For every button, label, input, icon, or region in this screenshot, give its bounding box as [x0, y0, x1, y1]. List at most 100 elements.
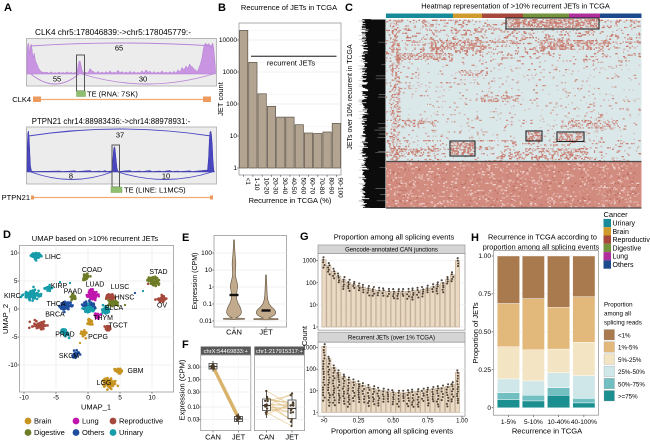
svg-text:0.75: 0.75 — [422, 419, 434, 425]
svg-text:OV: OV — [157, 303, 167, 310]
svg-text:C: C — [345, 2, 353, 14]
svg-text:Recurrence of JETs in TCGA: Recurrence of JETs in TCGA — [241, 3, 337, 12]
svg-text:<1%: <1% — [618, 333, 631, 340]
svg-text:1: 1 — [313, 325, 317, 331]
svg-text:-10: -10 — [8, 362, 18, 369]
svg-text:E: E — [182, 232, 189, 244]
svg-text:Reproductive: Reproductive — [119, 417, 163, 426]
svg-text:0: 0 — [14, 306, 18, 313]
svg-text:90-100: 90-100 — [337, 178, 344, 199]
svg-text:CLK4 chr5:178046839:->chr5:178: CLK4 chr5:178046839:->chr5:178045779:- — [35, 28, 191, 37]
svg-text:STAD: STAD — [149, 269, 167, 276]
svg-text:Recurrence in TCGA: Recurrence in TCGA — [512, 426, 583, 435]
svg-text:JET: JET — [232, 433, 246, 442]
svg-text:H: H — [471, 232, 479, 244]
svg-text:Count: Count — [300, 325, 309, 346]
svg-text:PAAD: PAAD — [64, 288, 83, 295]
svg-text:10000: 10000 — [219, 37, 237, 44]
svg-text:0.10: 0.10 — [187, 404, 200, 411]
svg-text:60-70: 60-70 — [309, 178, 316, 195]
svg-text:1%-5%: 1%-5% — [618, 345, 638, 352]
svg-text:BRCA: BRCA — [45, 312, 65, 319]
svg-text:Digestive: Digestive — [613, 245, 642, 252]
svg-text:65: 65 — [115, 44, 123, 53]
svg-text:PTPN21 chr14:88983436:->chr14:: PTPN21 chr14:88983436:->chr14:88978931:- — [32, 117, 191, 126]
svg-text:10: 10 — [10, 250, 18, 257]
svg-text:THCA: THCA — [46, 301, 65, 308]
svg-text:HNSC: HNSC — [115, 295, 135, 302]
svg-text:F: F — [182, 339, 189, 351]
svg-text:Recurrent JETs (over 1% TCGA): Recurrent JETs (over 1% TCGA) — [348, 336, 435, 342]
svg-text:30-40: 30-40 — [281, 178, 288, 195]
svg-text:0.1: 0.1 — [203, 301, 212, 308]
svg-text:10-40%: 10-40% — [547, 419, 570, 426]
svg-text:TE (RNA: 7SK): TE (RNA: 7SK) — [87, 90, 138, 99]
svg-text:0.01: 0.01 — [199, 318, 212, 325]
svg-text:JET: JET — [259, 328, 273, 337]
svg-text:1000: 1000 — [303, 346, 317, 352]
svg-text:JETs over 10% recurrent in TCG: JETs over 10% recurrent in TCGA — [347, 44, 354, 150]
svg-text:CAN: CAN — [226, 328, 242, 337]
svg-text:1.00: 1.00 — [187, 377, 200, 384]
svg-text:TGCT: TGCT — [108, 323, 128, 330]
svg-text:PCPG: PCPG — [88, 334, 108, 341]
svg-text:1-5%: 1-5% — [501, 419, 516, 426]
svg-text:50-60: 50-60 — [300, 178, 307, 195]
svg-text:Reproductive: Reproductive — [613, 237, 650, 244]
svg-text:10-20: 10-20 — [262, 178, 269, 195]
svg-text:5: 5 — [14, 278, 18, 285]
svg-text:Proportion among all splicing: Proportion among all splicing events — [334, 233, 455, 242]
svg-text:Urinary: Urinary — [613, 221, 636, 228]
svg-text:Gencode-annotated CAN junction: Gencode-annotated CAN junctions — [345, 247, 438, 253]
svg-text:1.00: 1.00 — [456, 419, 468, 425]
svg-text:CAN: CAN — [205, 433, 221, 442]
svg-text:Digestive: Digestive — [34, 428, 65, 437]
svg-text:Proportion of JETs: Proportion of JETs — [471, 302, 480, 364]
svg-text:1000: 1000 — [303, 259, 317, 265]
svg-text:1000: 1000 — [223, 69, 238, 76]
svg-text:CLK4: CLK4 — [12, 95, 31, 104]
svg-text:37: 37 — [116, 131, 124, 140]
svg-text:Proportion among all splicing: Proportion among all splicing events — [331, 427, 453, 436]
svg-text:40-100%: 40-100% — [571, 419, 597, 426]
svg-text:-10: -10 — [19, 395, 29, 402]
svg-text:Brain: Brain — [34, 417, 52, 426]
svg-text:10: 10 — [309, 303, 316, 309]
svg-text:Proportion: Proportion — [604, 302, 633, 309]
svg-text:chrX:54469833:+: chrX:54469833:+ — [204, 349, 249, 355]
svg-text:D: D — [3, 229, 11, 241]
svg-text:B: B — [218, 2, 226, 14]
svg-text:0.50: 0.50 — [387, 419, 399, 425]
svg-text:100: 100 — [226, 101, 237, 108]
svg-text:BLCA: BLCA — [105, 305, 124, 312]
svg-text:Others: Others — [82, 428, 105, 437]
svg-text:Lung: Lung — [613, 254, 629, 261]
svg-text:5: 5 — [118, 395, 122, 402]
svg-text:100: 100 — [306, 281, 317, 287]
svg-text:0: 0 — [487, 405, 491, 412]
svg-text:COAD: COAD — [82, 267, 102, 274]
svg-text:splicing reads: splicing reads — [604, 320, 642, 327]
svg-text:UMAP_1: UMAP_1 — [81, 403, 111, 412]
svg-text:0.75: 0.75 — [478, 291, 491, 298]
svg-text:0.50: 0.50 — [478, 329, 491, 336]
svg-text:SKCM: SKCM — [59, 353, 79, 360]
svg-text:0: 0 — [86, 395, 90, 402]
svg-text:0.25: 0.25 — [478, 367, 491, 374]
svg-text:JET count: JET count — [216, 81, 225, 116]
svg-text:LUAD: LUAD — [86, 282, 105, 289]
svg-text:3.00: 3.00 — [187, 364, 200, 371]
svg-text:Brain: Brain — [613, 229, 629, 236]
svg-text:100: 100 — [306, 367, 317, 373]
svg-text:Recurrence in TCGA (%): Recurrence in TCGA (%) — [249, 196, 332, 205]
svg-text:25%-50%: 25%-50% — [618, 369, 645, 376]
svg-text:-5: -5 — [53, 395, 59, 402]
svg-text:10: 10 — [309, 389, 316, 395]
svg-text:50%-75%: 50%-75% — [618, 381, 645, 388]
svg-text:LIHC: LIHC — [45, 254, 61, 261]
svg-text:recurrent JETs: recurrent JETs — [267, 59, 316, 68]
svg-text:CAN: CAN — [259, 433, 275, 442]
svg-text:0.30: 0.30 — [187, 389, 200, 396]
svg-text:PRAD: PRAD — [55, 332, 74, 339]
svg-text:UMAP based on >10% recurrent J: UMAP based on >10% recurrent JETs — [32, 234, 159, 243]
